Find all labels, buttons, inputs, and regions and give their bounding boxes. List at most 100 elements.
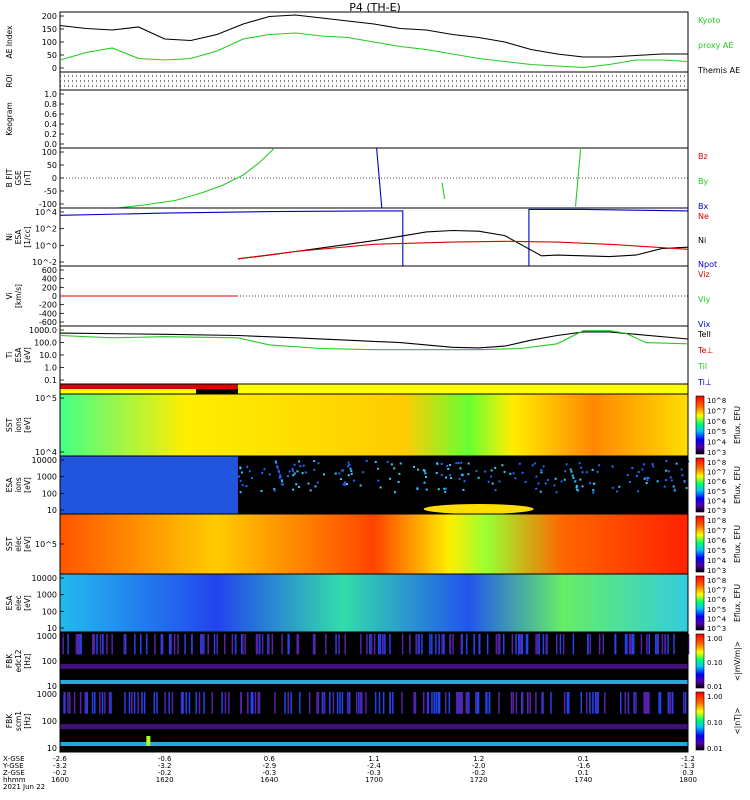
fbk2-stripe <box>336 692 339 714</box>
esa-ion-speckle <box>450 477 453 480</box>
plot-title: P4 (TH-E) <box>349 1 401 14</box>
esa-ion-speckle <box>569 468 572 471</box>
esa-ion-speckle <box>374 460 377 463</box>
esa-ion-speckle <box>484 470 487 473</box>
esa-ion-speckle <box>350 469 353 472</box>
ephemeris-value: -2.0 <box>472 762 486 770</box>
fbk1-stripe <box>542 634 545 655</box>
ephemeris-value: -0.3 <box>262 769 276 777</box>
fbk2-stripe <box>627 692 630 714</box>
fbk2-stripe <box>444 692 447 714</box>
esa-ion-speckle <box>241 471 244 474</box>
fbk1-stripe <box>602 634 605 655</box>
colorbar-label: <|nT|> <box>733 708 742 735</box>
fbk2-stripe <box>604 692 606 714</box>
esa-ion-speckle <box>279 474 282 477</box>
y-axis-label: Ti <box>5 352 14 359</box>
fbk1-stripe <box>526 634 529 655</box>
colorbar-tick: 10^3 <box>707 625 726 633</box>
esa-ion-speckle <box>446 464 449 467</box>
esa-ion-speckle <box>554 477 557 480</box>
esa-ion-speckle <box>637 490 640 493</box>
fbk1-stripe <box>515 634 517 655</box>
fbk1-stripe <box>93 634 95 655</box>
esa-ion-speckle <box>665 460 668 463</box>
x-tick-label: 1700 <box>365 776 383 784</box>
fbk1-stripe <box>360 634 362 655</box>
fbk2-stripe <box>228 692 230 714</box>
esa-ion-speckle <box>274 460 277 463</box>
fbk1-stripe <box>632 634 635 655</box>
fbk1-stripe <box>589 634 592 655</box>
fbk2-stripe <box>485 692 487 714</box>
y-tick-label: -100 <box>39 200 57 209</box>
ephemeris-value: -0.2 <box>158 769 172 777</box>
ephemeris-value: -1.3 <box>681 762 695 770</box>
esa-ion-speckle <box>514 477 517 480</box>
legend-entry: Viz <box>698 270 710 279</box>
colorbar-tick: 10^6 <box>707 418 727 426</box>
fbk2-stripe <box>378 692 381 714</box>
ephemeris-value: -0.2 <box>53 769 67 777</box>
fbk2-stripe <box>195 692 197 714</box>
esa-ion-speckle <box>239 467 242 470</box>
colorbar-label: Eflux, EFU <box>733 466 742 504</box>
fbk2-stripe <box>224 692 227 714</box>
fbk1-stripe <box>497 634 500 655</box>
fbk2-stripe <box>84 692 86 714</box>
esa-ion-speckle <box>397 480 400 483</box>
fbk2-stripe <box>287 692 289 714</box>
fbk2-stripe <box>110 692 112 714</box>
colorbar-tick: 10^6 <box>707 596 727 604</box>
y-tick-label: 0 <box>52 174 57 183</box>
fbk2-stripe <box>258 692 261 714</box>
y-tick-label: -400 <box>39 309 57 318</box>
esa-ion-low-energy-band <box>423 504 534 514</box>
esa-ion-speckle <box>669 476 672 479</box>
esa-ion-speckle <box>280 478 283 481</box>
fbk1-stripe <box>234 634 237 655</box>
esa-ion-speckle <box>307 482 310 485</box>
esa-ion-speckle <box>575 486 578 489</box>
y-tick-label: 50 <box>47 161 57 170</box>
esa-ion-speckle <box>316 481 319 484</box>
fbk1-stripe <box>124 634 127 655</box>
fbk1-stripe <box>231 634 234 655</box>
y-axis-label: SST <box>5 418 14 433</box>
fbk2-stripe <box>455 692 458 714</box>
colorbar-tick: 1.00 <box>707 693 723 701</box>
fbk2-stripe <box>644 692 646 714</box>
fbk1-stripe <box>224 634 226 655</box>
ephemeris-value: -3.2 <box>158 762 172 770</box>
esa-ion-speckle <box>301 472 304 475</box>
y-tick-label: 100 <box>42 489 57 498</box>
esa-ion-speckle <box>359 484 362 487</box>
x-tick-label: 1600 <box>51 776 69 784</box>
y-axis-label: ESA <box>5 595 14 611</box>
fbk2-stripe <box>659 692 662 714</box>
esa-ion-speckle <box>512 472 515 475</box>
colorbar-label: <|mV/m|> <box>733 641 742 681</box>
esa-ion-speckle <box>616 490 619 493</box>
esa-ion-speckle <box>652 465 655 468</box>
esa-ion-speckle <box>498 480 501 483</box>
esa-ion-speckle <box>347 465 350 468</box>
esa-ion-speckle <box>379 486 382 489</box>
esa-ion-speckle <box>282 483 285 486</box>
esa-ion-speckle <box>345 483 348 486</box>
esa-ion-speckle <box>467 473 470 476</box>
esa-ion-speckle <box>245 485 248 488</box>
esa-ion-speckle <box>503 471 506 474</box>
esa-ion-speckle <box>304 471 307 474</box>
esa-ion-speckle <box>645 476 648 479</box>
esa-ion-speckle <box>295 483 298 486</box>
y-axis-label: [km/s] <box>14 284 23 308</box>
fbk2-stripe <box>580 692 582 714</box>
fbk1-stripe <box>314 634 316 655</box>
y-tick-label: 200 <box>42 12 57 21</box>
y-axis-label: elec <box>14 595 23 610</box>
fbk1-stripe <box>313 634 315 655</box>
esa-ion-speckle <box>531 464 534 467</box>
ephemeris-value: -0.3 <box>367 769 381 777</box>
esa-ion-spectrogram-early <box>60 456 238 514</box>
